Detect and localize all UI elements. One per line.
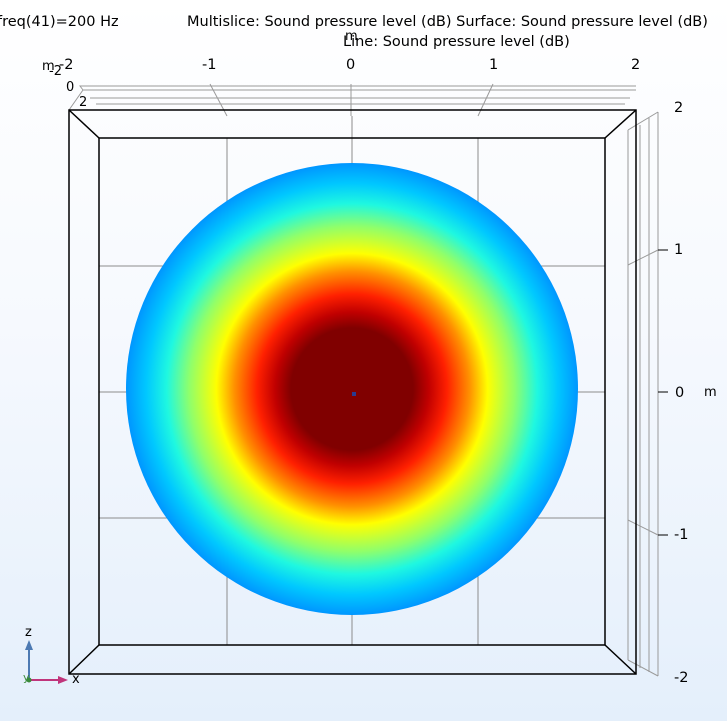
triad-z-label: z bbox=[25, 626, 32, 639]
eval-label: freq(41)=200 Hz bbox=[0, 15, 119, 30]
depth-tick-label: 2 bbox=[79, 96, 87, 109]
top-axis-unit: m bbox=[345, 30, 358, 43]
triad-y-label: y bbox=[23, 672, 30, 683]
sound-pressure-surface[interactable] bbox=[126, 163, 578, 615]
top-tick-label: 1 bbox=[489, 58, 498, 73]
axis-triad bbox=[25, 640, 68, 684]
top-tick-label: -1 bbox=[202, 58, 216, 73]
plot-title-line1: Multislice: Sound pressure level (dB) Su… bbox=[187, 15, 708, 30]
depth-planes-right bbox=[628, 112, 658, 676]
source-marker bbox=[352, 392, 356, 396]
right-tick-label: 1 bbox=[674, 243, 683, 258]
right-axis-ticks bbox=[658, 250, 668, 535]
depth-planes-top bbox=[69, 84, 636, 116]
right-tick-label: -2 bbox=[674, 671, 688, 686]
plot-title-line2: Line: Sound pressure level (dB) bbox=[343, 35, 570, 50]
right-tick-label: 2 bbox=[674, 101, 683, 116]
top-tick-label: 0 bbox=[346, 58, 355, 73]
top-tick-label: 2 bbox=[631, 58, 640, 73]
depth-tick-label: -2 bbox=[49, 65, 62, 78]
right-axis-unit: m bbox=[704, 386, 717, 399]
right-tick-label: -1 bbox=[674, 528, 688, 543]
depth-tick-label: 0 bbox=[66, 81, 74, 94]
triad-x-label: x bbox=[72, 673, 80, 686]
right-tick-label: 0 bbox=[675, 386, 684, 401]
